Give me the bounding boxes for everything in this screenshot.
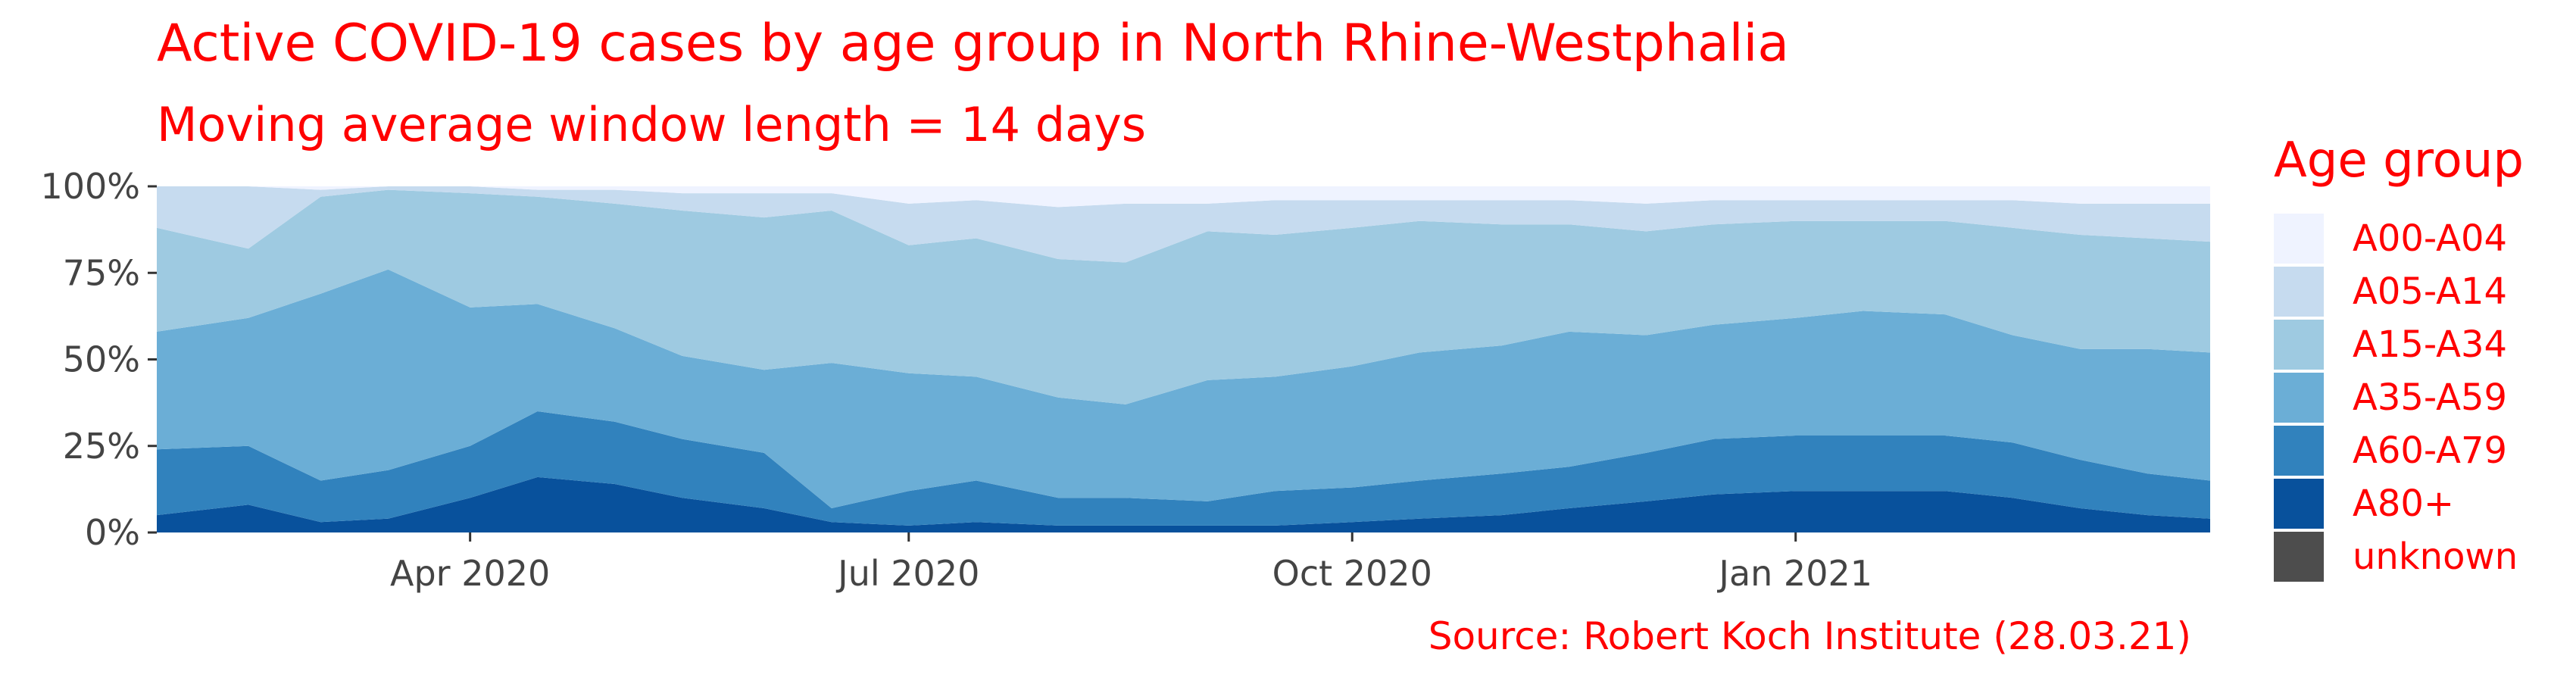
legend-label: A05-A14: [2353, 270, 2508, 313]
y-axis: 0% 25% 50% 75% 100%: [40, 166, 157, 553]
x-axis: Apr 2020 Jul 2020 Oct 2020 Jan 2021: [390, 532, 1872, 594]
area-series-a60-a79: [157, 411, 2210, 526]
area-series-a15-a34: [157, 189, 2210, 404]
x-tick-label: Jan 2021: [1716, 553, 1872, 594]
legend-label: A00-A04: [2353, 217, 2508, 260]
chart-title: Active COVID-19 cases by age group in No…: [157, 14, 1790, 73]
legend-label: A15-A34: [2353, 323, 2508, 366]
legend-swatch: [2274, 479, 2324, 529]
y-tick-label: 75%: [63, 252, 140, 293]
legend-title: Age group: [2274, 133, 2524, 189]
chart-subtitle: Moving average window length = 14 days: [157, 97, 1147, 152]
x-tick-label: Jul 2020: [835, 553, 979, 594]
chart-source-caption: Source: Robert Koch Institute (28.03.21): [1428, 614, 2191, 658]
legend-label: A35-A59: [2353, 376, 2508, 419]
legend-swatch: [2274, 214, 2324, 264]
legend-label: A60-A79: [2353, 429, 2508, 472]
area-series-a05-a14: [157, 186, 2210, 263]
legend-item-unknown: unknown: [2274, 532, 2562, 582]
legend-swatch: [2274, 320, 2324, 370]
legend-item-a15-a34: A15-A34: [2274, 320, 2562, 370]
legend-swatch: [2274, 267, 2324, 317]
legend-item-a00-a04: A00-A04: [2274, 214, 2562, 264]
legend-item-a80+: A80+: [2274, 479, 2562, 529]
legend-item-a60-a79: A60-A79: [2274, 426, 2562, 476]
area-layers: [157, 186, 2210, 532]
legend-item-a35-a59: A35-A59: [2274, 373, 2562, 423]
area-series-a35-a59: [157, 269, 2210, 508]
x-tick-label: Oct 2020: [1272, 553, 1432, 594]
legend-swatch: [2274, 532, 2324, 582]
legend-item-a05-a14: A05-A14: [2274, 267, 2562, 317]
y-tick-label: 50%: [63, 339, 140, 380]
y-tick-label: 25%: [63, 426, 140, 467]
legend-swatch: [2274, 373, 2324, 423]
area-series-a80+: [157, 476, 2210, 532]
legend-label: A80+: [2353, 482, 2455, 525]
y-tick-label: 100%: [40, 166, 140, 207]
x-tick-label: Apr 2020: [390, 553, 550, 594]
y-tick-label: 0%: [85, 512, 140, 553]
legend-swatch: [2274, 426, 2324, 476]
area-series-a00-a04: [157, 186, 2210, 208]
legend-label: unknown: [2353, 536, 2518, 578]
